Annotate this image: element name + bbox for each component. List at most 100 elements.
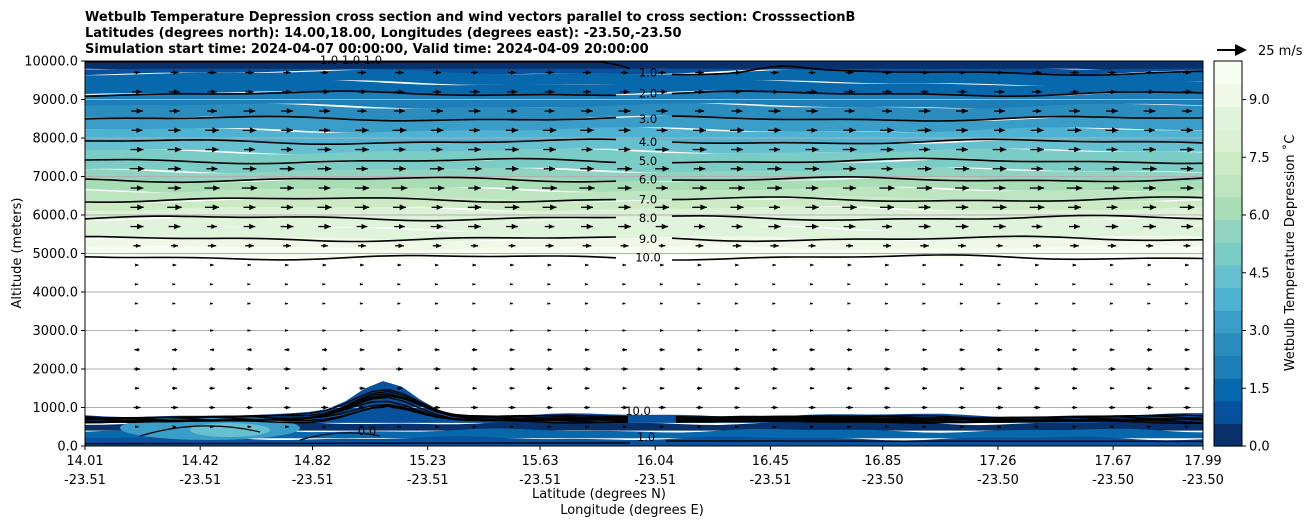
wind-vector-head (511, 89, 518, 95)
wind-vector-head (811, 108, 818, 114)
wind-vector (847, 348, 852, 352)
wind-vector (655, 146, 669, 153)
x-tick-label-lon: -23.50 (1092, 473, 1134, 488)
wind-vector-head (772, 263, 776, 267)
wind-vector (660, 263, 664, 267)
wind-vector-head (697, 283, 701, 286)
wind-vector-head (472, 329, 476, 332)
wind-vector (172, 263, 177, 267)
wind-vector-head (775, 165, 782, 172)
wind-vector (544, 89, 555, 95)
wind-vector-head (959, 283, 963, 286)
wind-vector (958, 243, 966, 248)
x-tick-label-lat: 14.42 (182, 454, 219, 469)
wind-vector (960, 386, 964, 390)
wind-vector-head (247, 329, 251, 332)
wind-vector-head (286, 243, 291, 248)
wind-vector (621, 70, 628, 75)
wind-vector (1143, 223, 1156, 230)
wind-vector (1072, 302, 1076, 305)
wind-vector-head (697, 348, 702, 352)
wind-vector (1072, 348, 1077, 352)
wind-vector (395, 243, 404, 249)
wind-vector (735, 263, 739, 267)
wind-vector-head (774, 108, 781, 114)
wind-vector (1066, 185, 1083, 191)
wind-vector (171, 405, 178, 410)
chart-title-line-3: Simulation start time: 2024-04-07 00:00:… (85, 42, 649, 57)
wind-vector-head (736, 223, 743, 230)
wind-vector-head (399, 108, 405, 114)
wind-vector-head (511, 127, 519, 134)
wind-vector-head (812, 165, 820, 172)
wind-vector-head (399, 204, 407, 211)
wind-vector-head (400, 127, 407, 134)
wind-vector-head (849, 89, 855, 95)
wind-vector (656, 185, 668, 191)
wind-vector-head (774, 127, 781, 134)
wind-vector-head (1185, 329, 1189, 332)
wind-vector (917, 165, 932, 172)
wind-vector (246, 405, 253, 410)
wind-vector (245, 89, 254, 94)
wind-vector (207, 224, 217, 229)
wind-vector (996, 405, 1003, 410)
wind-vector (1109, 302, 1113, 305)
wind-vector (960, 263, 964, 267)
x-tick-label-lat: 16.45 (752, 454, 789, 469)
wind-vector (283, 367, 291, 371)
wind-vector-head (884, 283, 888, 286)
wind-vector (1180, 127, 1194, 134)
wind-vector (130, 223, 144, 230)
wind-vector-head (698, 108, 705, 114)
wind-vector (397, 386, 402, 390)
wind-vector-head (549, 127, 557, 134)
wind-vector-head (960, 386, 964, 390)
wind-vector-head (624, 127, 631, 134)
wind-vector (955, 185, 969, 191)
wind-vector (1144, 127, 1155, 133)
chart-title-line-2: Latitudes (degrees north): 14.00,18.00, … (85, 26, 682, 41)
wind-vector-head (1036, 89, 1042, 95)
wind-vector (880, 127, 894, 134)
wind-vector (247, 386, 252, 390)
x-tick-label-lat: 17.67 (1095, 454, 1132, 469)
wind-vector (621, 405, 628, 410)
wind-vector-head (661, 185, 668, 191)
wind-vector (694, 108, 705, 114)
wind-vector-head (548, 405, 553, 410)
wind-vector-head (1073, 367, 1078, 371)
wind-vector-head (998, 405, 1003, 410)
wind-vector-head (247, 425, 252, 429)
wind-vector-head (848, 367, 853, 371)
colorbar-segment (1214, 128, 1242, 153)
wind-vector-head (588, 185, 595, 191)
wind-vector (171, 367, 178, 371)
wind-vector-head (435, 405, 441, 410)
wind-vector-head (1073, 243, 1079, 249)
wind-vector (245, 70, 254, 75)
wind-vector-head (324, 185, 331, 191)
wind-vector (732, 70, 742, 75)
wind-vector-head (549, 166, 556, 172)
contour-lines (85, 61, 1203, 445)
wind-vector-head (322, 386, 327, 390)
wind-vector (992, 165, 1007, 172)
wind-vector-head (850, 146, 857, 153)
wind-vector-head (962, 165, 970, 172)
wind-vector-head (772, 386, 777, 390)
wind-vector-head (772, 425, 777, 429)
wind-vector-head (885, 386, 890, 391)
wind-vector-head (1111, 70, 1116, 75)
wind-vector (994, 127, 1005, 133)
wind-vector-head (359, 283, 363, 286)
wind-vector-head (735, 405, 740, 410)
colorbar-segment (1214, 264, 1242, 289)
wind-vector (1185, 263, 1189, 267)
wind-vector (920, 89, 929, 94)
contour-line (85, 254, 617, 261)
wind-vector-head (1075, 185, 1083, 191)
wind-vector-head (998, 367, 1003, 371)
wind-vector-head (172, 348, 176, 352)
wind-vector (394, 108, 405, 114)
